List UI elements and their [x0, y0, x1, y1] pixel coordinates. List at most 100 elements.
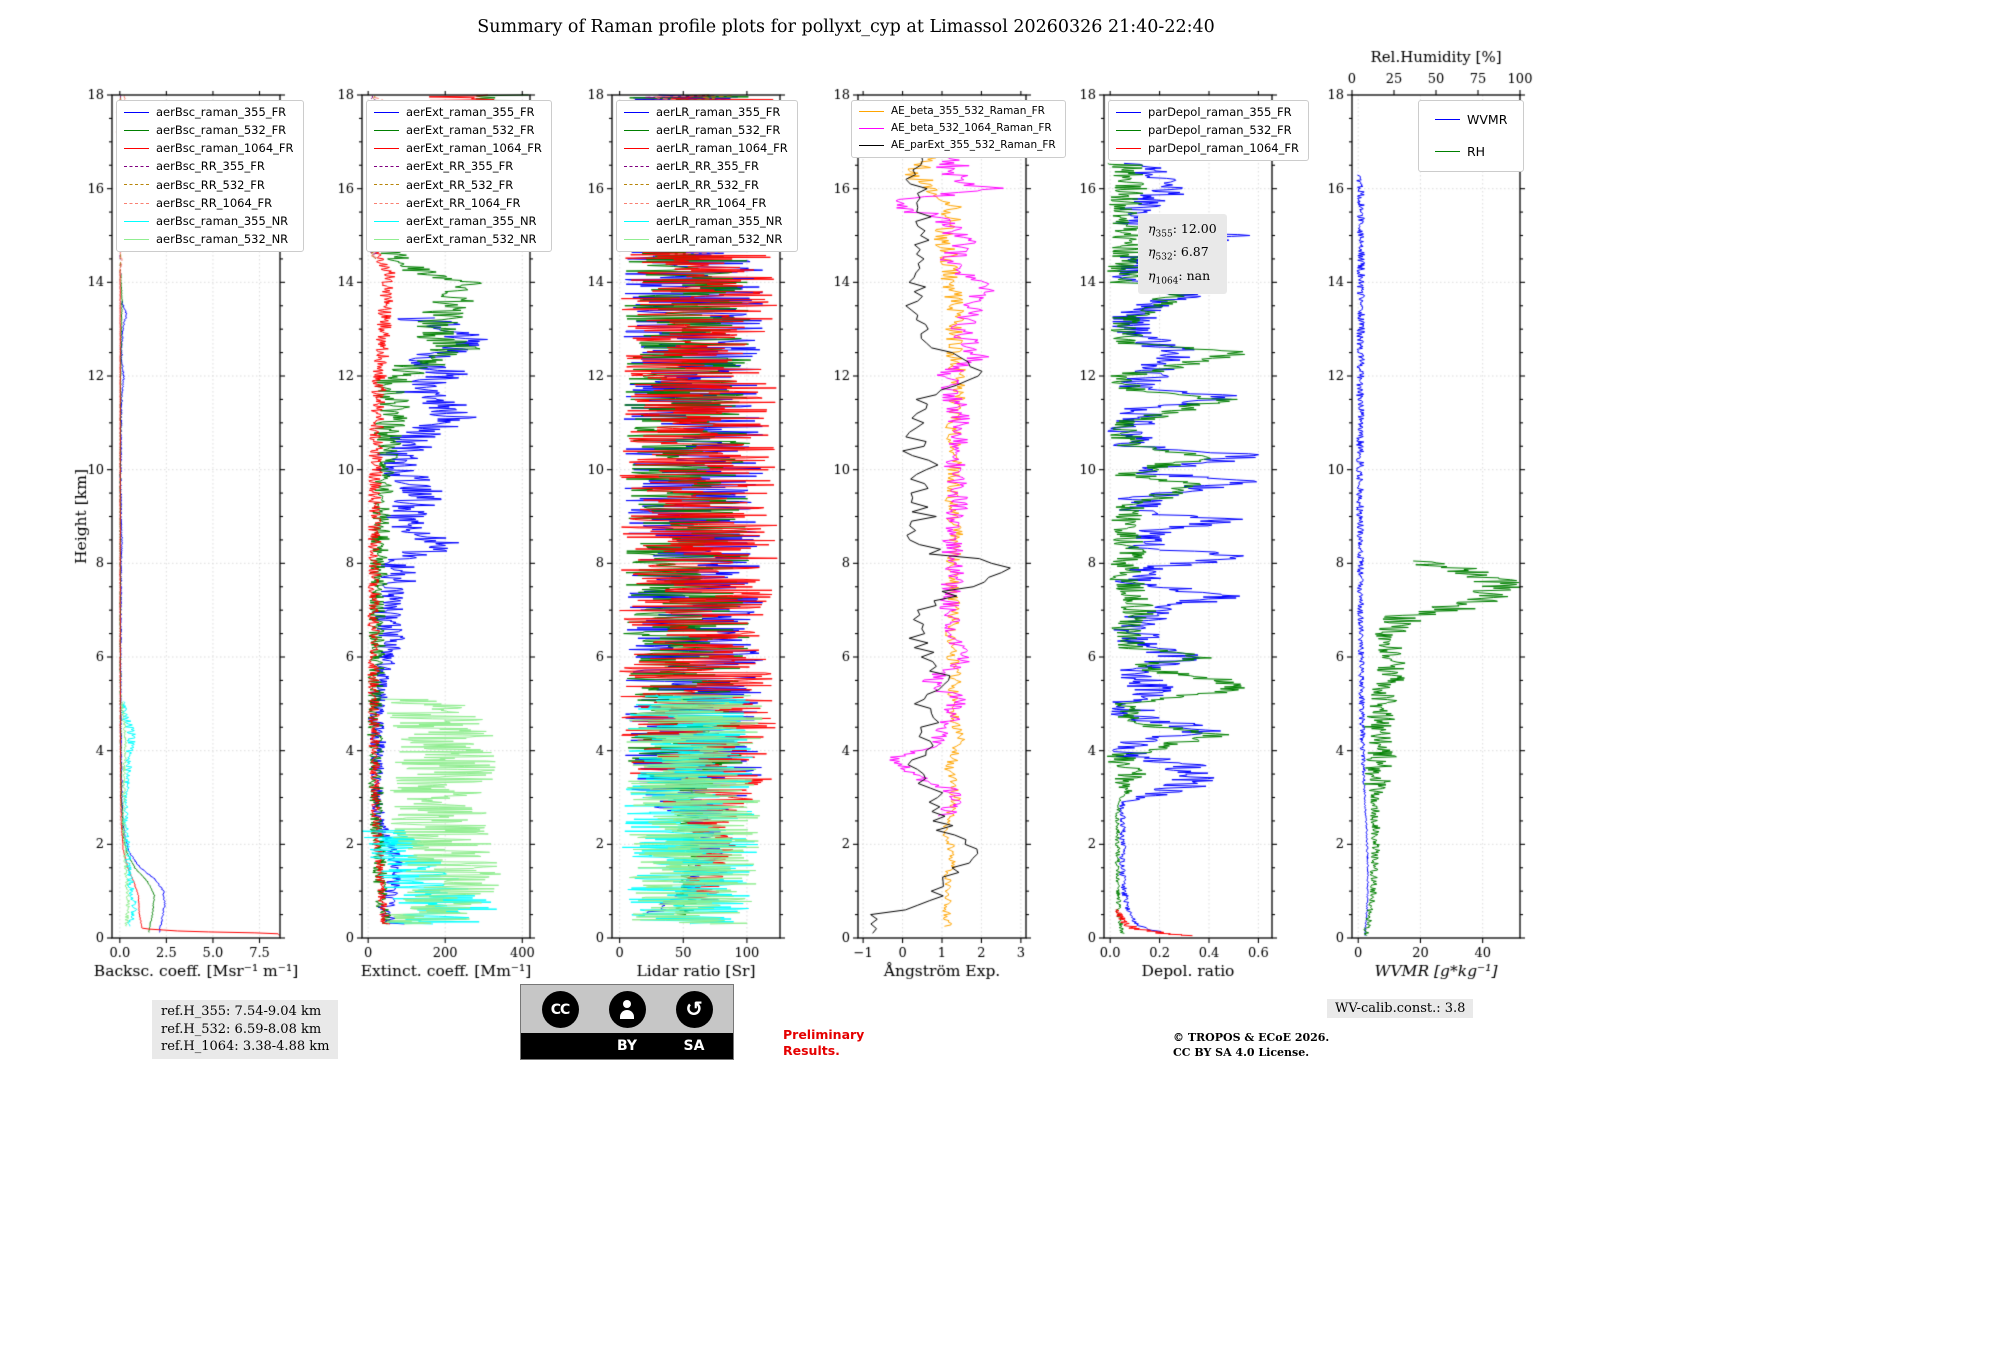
legend-entry: aerExt_raman_532_FR — [374, 124, 542, 137]
legend-line-sample — [124, 111, 149, 113]
legend-line-sample — [374, 220, 399, 222]
legend-label: aerLR_RR_1064_FR — [656, 195, 767, 210]
legend-label: aerLR_raman_532_NR — [656, 231, 783, 246]
legend-panel-lidar_ratio: aerLR_raman_355_FR aerLR_raman_532_FR aerL… — [616, 100, 798, 252]
legend-line-sample — [624, 184, 649, 186]
eta-annotation-line: η355: 12.00 — [1148, 221, 1217, 240]
legend-entry: aerLR_raman_532_NR — [624, 233, 788, 246]
legend-entry: parDepol_raman_355_FR — [1116, 106, 1299, 119]
legend-line-sample — [374, 184, 399, 186]
copyright-note: © TROPOS & ECoE 2026. CC BY SA 4.0 Licen… — [1173, 1031, 1330, 1059]
legend-label: aerExt_RR_355_FR — [406, 159, 514, 174]
cc-badge-icons: CC ↺ — [521, 985, 733, 1034]
legend-line-sample — [859, 128, 884, 130]
legend-label: parDepol_raman_1064_FR — [1148, 141, 1299, 156]
legend-entry: aerLR_RR_355_FR — [624, 160, 788, 173]
legend-line-sample — [624, 220, 649, 222]
ref-height-532: ref.H_532: 6.59-8.08 km — [161, 1021, 322, 1037]
eta-annotation-line: η1064: nan — [1148, 267, 1211, 287]
legend-line-sample — [124, 148, 149, 150]
eta-annotation-line: η532: 6.87 — [1148, 244, 1209, 263]
cc-by-label: BY — [616, 1038, 638, 1054]
legend-entry: aerExt_RR_532_FR — [374, 178, 542, 192]
legend-label: aerBsc_RR_1064_FR — [156, 195, 273, 210]
legend-entry: aerBsc_raman_355_NR — [124, 215, 294, 228]
legend-label: aerExt_raman_532_FR — [406, 123, 535, 138]
legend-line-sample — [124, 220, 149, 222]
legend-line-sample — [1116, 111, 1141, 113]
legend-line-sample — [124, 166, 149, 168]
legend-label: AE_beta_355_532_Raman_FR — [891, 105, 1045, 117]
cc-badge-labels: BY SA — [521, 1033, 733, 1059]
legend-label: aerExt_raman_355_NR — [406, 213, 537, 228]
legend-line-sample — [1116, 148, 1141, 150]
legend-label: aerLR_RR_355_FR — [656, 159, 760, 174]
ref-height-355: ref.H_355: 7.54-9.04 km — [161, 1004, 322, 1019]
legend-line-sample — [374, 202, 399, 204]
legend-entry: AE_beta_355_532_Raman_FR — [859, 105, 1056, 118]
preliminary-results-note: Preliminary Results. — [783, 1027, 865, 1059]
legend-panel-angstrom_exponent: AE_beta_355_532_Raman_FR AE_beta_532_1064… — [851, 100, 1066, 158]
legend-label: aerBsc_raman_532_NR — [156, 231, 289, 246]
legend-label: aerLR_RR_532_FR — [656, 177, 760, 192]
legend-entry: aerExt_RR_1064_FR — [374, 197, 542, 210]
legend-label: aerLR_raman_532_FR — [656, 123, 781, 138]
ref-height-1064: ref.H_1064: 3.38-4.88 km — [161, 1039, 330, 1055]
legend-entry: aerLR_RR_532_FR — [624, 177, 788, 192]
legend-label: aerBsc_raman_355_NR — [156, 213, 289, 228]
legend-line-sample — [124, 238, 149, 240]
legend-label: aerExt_raman_532_NR — [406, 231, 537, 246]
legend-label: aerExt_RR_1064_FR — [406, 195, 521, 210]
legend-entry: aerBsc_RR_1064_FR — [124, 197, 294, 210]
legend-line-sample — [624, 202, 649, 204]
legend-entry: aerLR_raman_355_FR — [624, 106, 788, 119]
legend-label: AE_parExt_355_532_Raman_FR — [891, 139, 1056, 152]
legend-label: parDepol_raman_355_FR — [1148, 105, 1292, 119]
legend-label: aerLR_raman_355_FR — [656, 105, 781, 119]
legend-label: RH — [1467, 143, 1486, 159]
legend-entry: aerBsc_RR_532_FR — [124, 177, 294, 192]
legend-entry: aerLR_raman_1064_FR — [624, 142, 788, 155]
legend-line-sample — [624, 166, 649, 168]
legend-line-sample — [374, 129, 399, 131]
legend-line-sample — [374, 166, 399, 168]
legend-entry: aerExt_raman_532_NR — [374, 233, 542, 246]
legend-line-sample — [1435, 119, 1460, 121]
legend-line-sample — [374, 111, 399, 113]
legend-entry: aerBsc_raman_532_FR — [124, 124, 294, 137]
legend-label: aerBsc_RR_355_FR — [156, 159, 265, 174]
legend-entry: WVMR — [1435, 113, 1507, 127]
cc-by-sa-badge: CC ↺ BY SA — [520, 984, 734, 1060]
legend-label: aerBsc_RR_532_FR — [156, 177, 265, 192]
person-icon — [608, 991, 646, 1028]
cc-sa-label: SA — [683, 1038, 705, 1054]
legend-line-sample — [859, 111, 884, 113]
legend-line-sample — [124, 184, 149, 186]
legend-line-sample — [624, 129, 649, 131]
legend-label: aerBsc_raman_355_FR — [156, 105, 287, 119]
legend-entry: RH — [1435, 143, 1507, 159]
cc-logo-text: CC — [550, 1001, 571, 1018]
legend-entry: aerLR_raman_355_NR — [624, 215, 788, 228]
legend-line-sample — [624, 238, 649, 240]
legend-label: aerExt_raman_1064_FR — [406, 141, 542, 156]
legend-line-sample — [124, 202, 149, 204]
legend-entry: aerBsc_raman_355_FR — [124, 106, 294, 119]
legend-entry: parDepol_raman_1064_FR — [1116, 142, 1299, 155]
legend-entry: aerBsc_raman_1064_FR — [124, 142, 294, 155]
legend-entry: aerLR_RR_1064_FR — [624, 197, 788, 210]
legend-label: aerLR_raman_355_NR — [656, 213, 783, 228]
legend-entry: aerExt_raman_1064_FR — [374, 142, 542, 155]
figure-title: Summary of Raman profile plots for polly… — [477, 17, 1215, 37]
legend-entry: aerExt_raman_355_FR — [374, 106, 542, 119]
legend-line-sample — [374, 148, 399, 150]
legend-label: aerExt_raman_355_FR — [406, 105, 535, 119]
legend-label: parDepol_raman_532_FR — [1148, 123, 1292, 138]
legend-line-sample — [374, 238, 399, 240]
cc-logo-icon: CC — [541, 991, 579, 1028]
legend-entry: aerBsc_raman_532_NR — [124, 233, 294, 246]
legend-panel-water_vapor: WVMR RH — [1418, 100, 1525, 172]
